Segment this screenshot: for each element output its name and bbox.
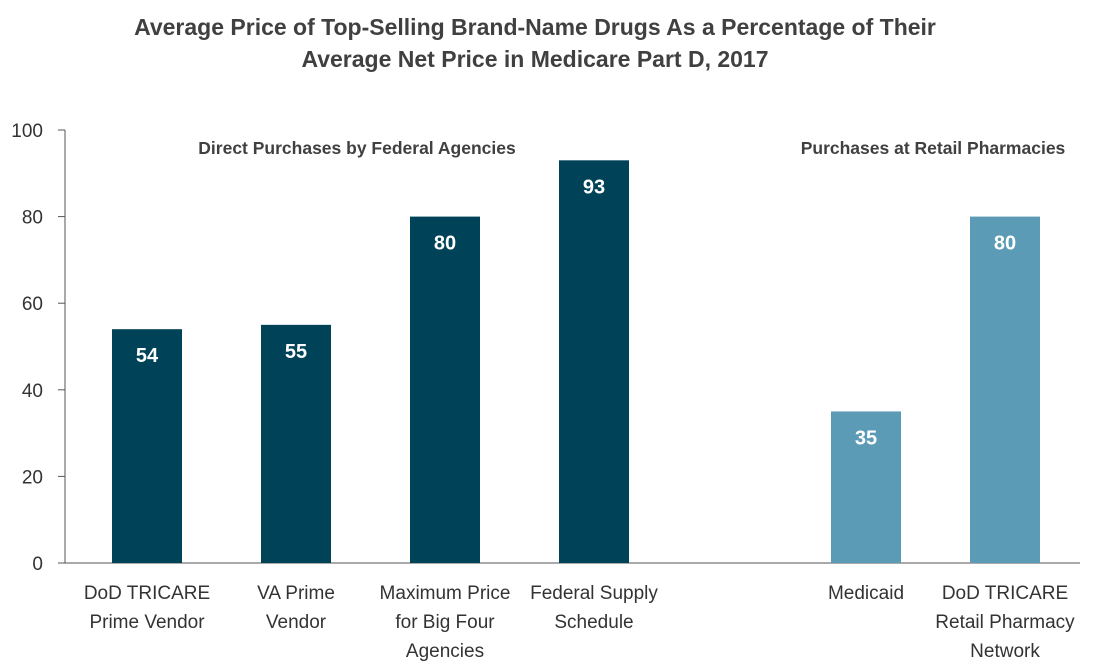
- category-label: for Big Four: [395, 612, 495, 633]
- bar-value-label: 55: [285, 341, 307, 363]
- bar: [970, 216, 1040, 563]
- category-label: Network: [970, 641, 1040, 662]
- chart-title-line: Average Net Price in Medicare Part D, 20…: [301, 46, 768, 72]
- bar-value-label: 93: [583, 176, 605, 198]
- bar-value-label: 80: [994, 233, 1016, 255]
- bar: [261, 324, 331, 563]
- y-tick-label: 100: [11, 121, 43, 142]
- category-label: VA Prime: [257, 583, 335, 604]
- y-axis: 0 20 40 60 80 100: [11, 121, 1080, 575]
- chart-title-line: Average Price of Top-Selling Brand-Name …: [134, 14, 936, 40]
- category-label: Maximum Price: [380, 583, 511, 604]
- bar-value-label: 54: [136, 345, 159, 367]
- category-labels: DoD TRICARE Prime Vendor VA Prime Vendor Max…: [84, 583, 1075, 662]
- category-label: Vendor: [266, 612, 327, 633]
- category-label: DoD TRICARE: [84, 583, 210, 604]
- bar: [112, 329, 182, 563]
- y-tick-label: 20: [22, 467, 43, 488]
- bar-value-label: 35: [855, 427, 877, 449]
- category-label: Prime Vendor: [89, 612, 205, 633]
- category-label: Medicaid: [828, 583, 904, 604]
- category-label: DoD TRICARE: [942, 583, 1068, 604]
- chart-title: Average Price of Top-Selling Brand-Name …: [134, 14, 936, 72]
- y-tick-label: 60: [22, 294, 43, 315]
- bar-value-label: 80: [434, 233, 456, 255]
- category-label: Schedule: [554, 612, 633, 633]
- category-label: Agencies: [406, 641, 484, 662]
- group-label: Purchases at Retail Pharmacies: [801, 138, 1066, 158]
- y-tick-label: 40: [22, 381, 43, 402]
- group-label: Direct Purchases by Federal Agencies: [198, 138, 516, 158]
- bars: [112, 160, 1040, 563]
- group-labels: Direct Purchases by Federal Agencies Purc…: [198, 138, 1065, 158]
- bar: [831, 411, 901, 563]
- value-labels: 54 55 80 93 35 80: [136, 176, 1016, 449]
- category-label: Retail Pharmacy: [935, 612, 1075, 633]
- y-tick-label: 80: [22, 208, 43, 229]
- category-label: Federal Supply: [530, 583, 658, 604]
- bar: [410, 216, 480, 563]
- bar: [559, 160, 629, 563]
- y-tick-label: 0: [32, 554, 43, 575]
